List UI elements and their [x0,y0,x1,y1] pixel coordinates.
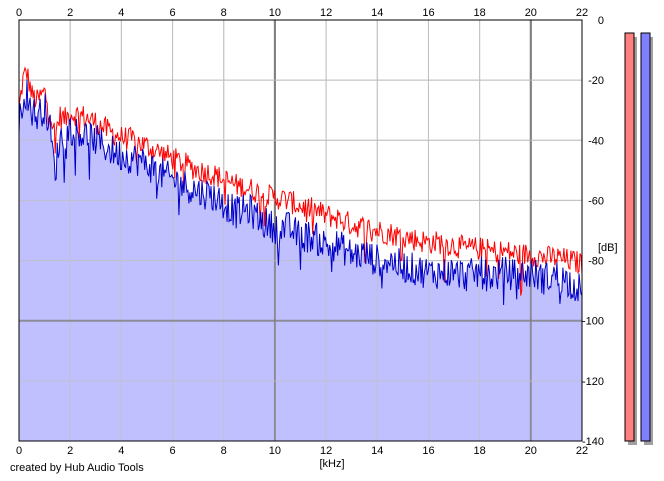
x-tick-label-top: 4 [118,7,124,19]
y-tick-label: 0 [598,15,604,27]
x-tick-label-bottom: 4 [118,445,124,457]
x-tick-label-top: 8 [221,7,227,19]
y-tick-label: -20 [588,75,604,87]
meter-bar-right [640,32,651,442]
x-tick-label-top: 16 [422,7,434,19]
x-tick-label-bottom: 22 [576,445,588,457]
x-tick-label-top: 12 [320,7,332,19]
x-axis-unit: [kHz] [319,458,344,470]
x-tick-label-bottom: 12 [320,445,332,457]
x-tick-label-top: 6 [169,7,175,19]
plot-frame [18,19,583,442]
x-tick-label-top: 14 [371,7,383,19]
x-tick-label-bottom: 18 [474,445,486,457]
plot-border [18,19,583,442]
y-axis-unit: [dB] [598,242,618,254]
x-tick-label-top: 2 [67,7,73,19]
x-tick-label-top: 10 [269,7,281,19]
y-tick-label: -120 [582,376,604,388]
level-meters [624,32,653,445]
x-tick-label-bottom: 16 [422,445,434,457]
x-tick-label-bottom: 8 [221,445,227,457]
y-tick-label: -40 [588,135,604,147]
x-tick-label-top: 20 [525,7,537,19]
y-tick-label: -80 [588,256,604,268]
y-tick-label: -100 [582,316,604,328]
credit-text: created by Hub Audio Tools [10,462,144,474]
spectrum-fill [18,19,583,442]
x-tick-label-bottom: 10 [269,445,281,457]
x-tick-label-top: 22 [576,7,588,19]
spectrum-lines [18,66,583,306]
series-line-left [18,66,583,296]
meter-bar-left [624,32,635,442]
x-tick-label-bottom: 14 [371,445,383,457]
axis-ticks: 002244668810101212141416161818202022220-… [16,7,604,457]
x-tick-label-bottom: 20 [525,445,537,457]
x-tick-label-bottom: 0 [16,445,22,457]
x-tick-label-bottom: 2 [67,445,73,457]
series-line-right [18,79,583,306]
y-tick-label: -60 [588,195,604,207]
x-tick-label-bottom: 6 [169,445,175,457]
x-tick-label-top: 0 [16,7,22,19]
x-tick-label-top: 18 [474,7,486,19]
y-tick-label: -140 [582,436,604,448]
